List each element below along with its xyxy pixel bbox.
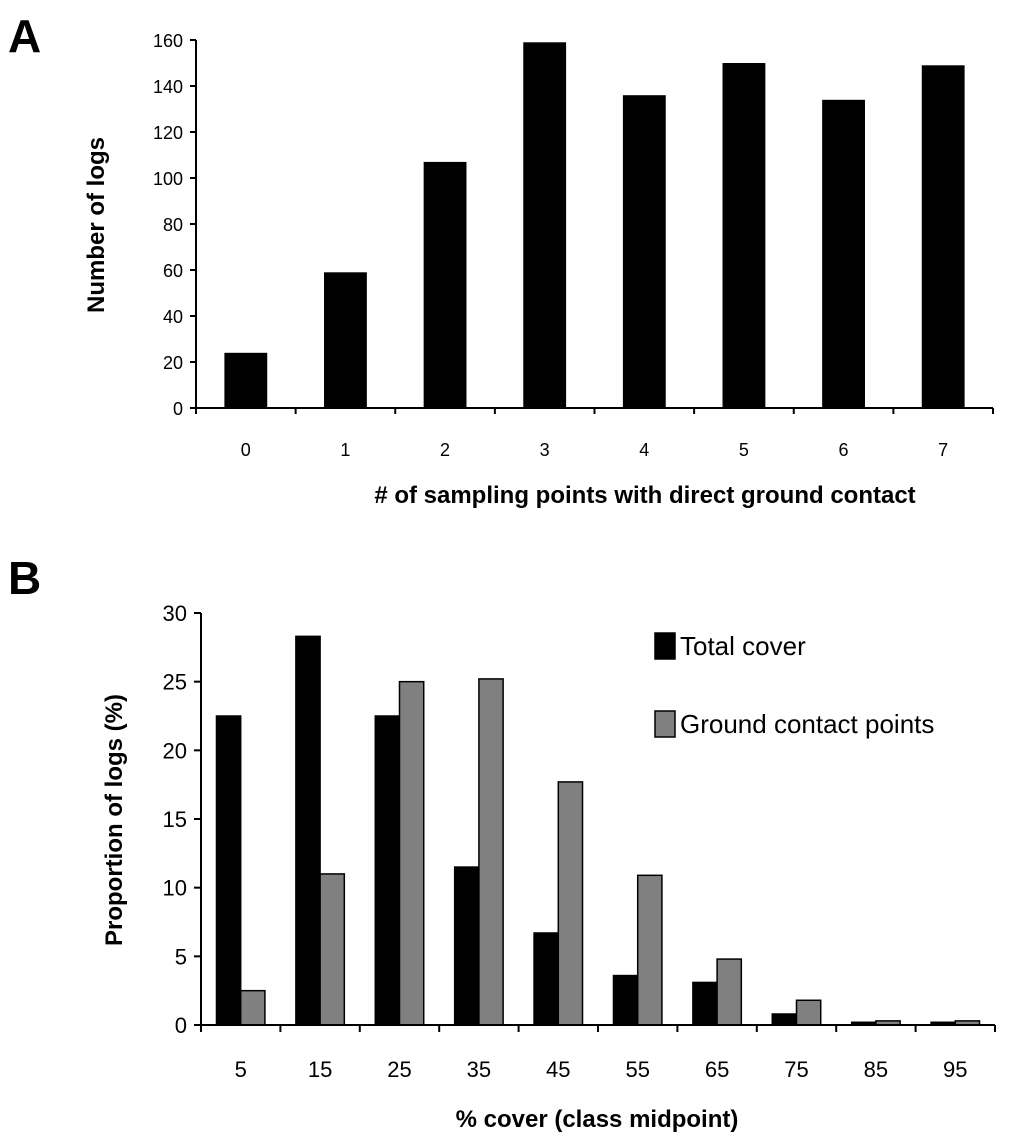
- panel-b-x-tick-label: 75: [784, 1057, 808, 1082]
- panel-b-bar-ground-contact: [636, 874, 663, 1026]
- panel-a-bar: [423, 161, 467, 408]
- panel-b-bar-ground-contact: [398, 680, 425, 1026]
- panel-b-y-tick-label: 0: [175, 1013, 187, 1038]
- panel-a-x-tick-label: 2: [440, 440, 450, 460]
- panel-b-bar-total-cover: [453, 866, 480, 1026]
- panel-b-bar-total-cover: [533, 932, 560, 1026]
- panel-b-bar-ground-contact: [239, 989, 266, 1026]
- panel-a-bar: [622, 95, 666, 408]
- panel-a-x-tick-label: 0: [241, 440, 251, 460]
- panel-b-bar-ground-contact: [557, 781, 584, 1026]
- panel-b-bar-ground-contact: [319, 873, 346, 1026]
- panel-a-bar: [324, 272, 367, 408]
- panel-a-y-tick-label: 100: [153, 169, 183, 189]
- panel-b-bar-ground-contact: [478, 678, 504, 1026]
- panel-a-x-tick-label: 6: [839, 440, 849, 460]
- panel-a-bar: [523, 42, 567, 409]
- panel-a-x-tick-label: 4: [639, 440, 649, 460]
- panel-b-bar-total-cover: [374, 715, 401, 1026]
- panel-b-x-tick-label: 45: [546, 1057, 570, 1082]
- panel-a-x-axis-title: # of sampling points with direct ground …: [374, 482, 915, 509]
- panel-b-bar-ground-contact: [716, 958, 743, 1026]
- panel-b-y-tick-label: 30: [163, 601, 187, 626]
- panel-b-y-tick-label: 20: [163, 738, 187, 763]
- legend-label-total-cover: Total cover: [680, 631, 806, 661]
- panel-b-x-tick-label: 35: [467, 1057, 491, 1082]
- panel-b-bar-total-cover: [215, 715, 242, 1026]
- panel-b-x-tick-label: 55: [625, 1057, 649, 1082]
- panel-a-y-tick-label: 20: [163, 353, 183, 373]
- panel-b-y-axis-title: Proportion of logs (%): [101, 694, 128, 946]
- panel-b-chart: 0 5 10 15 20 25 30 5 15 25 35 45 55 65 75 85 95: [163, 601, 996, 1082]
- panel-a-y-tick-label: 120: [153, 123, 183, 143]
- panel-b-bar-total-cover: [295, 635, 321, 1026]
- panel-b-x-tick-label: 5: [235, 1057, 247, 1082]
- panel-a-chart: 0 20 40 60 80 100 120 140 160 0 1 2 3 4 5 6 7: [153, 31, 994, 460]
- panel-a-y-tick-label: 0: [173, 399, 183, 419]
- panel-a-x-tick-label: 3: [540, 440, 550, 460]
- legend-swatch-ground-contact-points: [654, 710, 676, 738]
- panel-a-bar: [722, 63, 766, 408]
- panel-b-bar-total-cover: [612, 974, 639, 1026]
- panel-b-bar-total-cover: [692, 981, 718, 1026]
- panel-b-x-axis-title: % cover (class midpoint): [456, 1106, 739, 1133]
- panel-a-x-tick-label: 1: [340, 440, 350, 460]
- panel-a-letter: A: [8, 10, 41, 62]
- legend-swatch-total-cover: [654, 632, 676, 660]
- panel-b-y-tick-label: 10: [163, 876, 187, 901]
- panel-b-x-tick-label: 95: [943, 1057, 967, 1082]
- legend-label-ground-contact-points: Ground contact points: [680, 709, 934, 739]
- panel-b-bar-total-cover: [771, 1013, 798, 1026]
- panel-b-x-tick-label: 65: [705, 1057, 729, 1082]
- panel-b-bar-ground-contact: [795, 999, 822, 1026]
- panel-a-y-tick-label: 160: [153, 31, 183, 51]
- panel-a-y-tick-label: 80: [163, 215, 183, 235]
- panel-b-y-tick-label: 5: [175, 944, 187, 969]
- panel-b-y-tick-label: 25: [163, 670, 187, 695]
- panel-a-x-tick-label: 7: [938, 440, 948, 460]
- panel-a-bar: [921, 65, 965, 409]
- panel-b-letter: B: [8, 552, 41, 604]
- panel-a-bar: [822, 99, 865, 409]
- panel-a-x-tick-label: 5: [739, 440, 749, 460]
- panel-b-x-tick-label: 25: [387, 1057, 411, 1082]
- panel-a-bar: [224, 352, 268, 408]
- panel-b-x-tick-label: 85: [864, 1057, 888, 1082]
- panel-a-y-tick-label: 60: [163, 261, 183, 281]
- panel-a-y-axis-title: Number of logs: [83, 137, 110, 313]
- panel-a-y-tick-label: 40: [163, 307, 183, 327]
- panel-b-x-tick-label: 15: [308, 1057, 332, 1082]
- panel-b-y-tick-label: 15: [163, 807, 187, 832]
- panel-a-y-tick-label: 140: [153, 77, 183, 97]
